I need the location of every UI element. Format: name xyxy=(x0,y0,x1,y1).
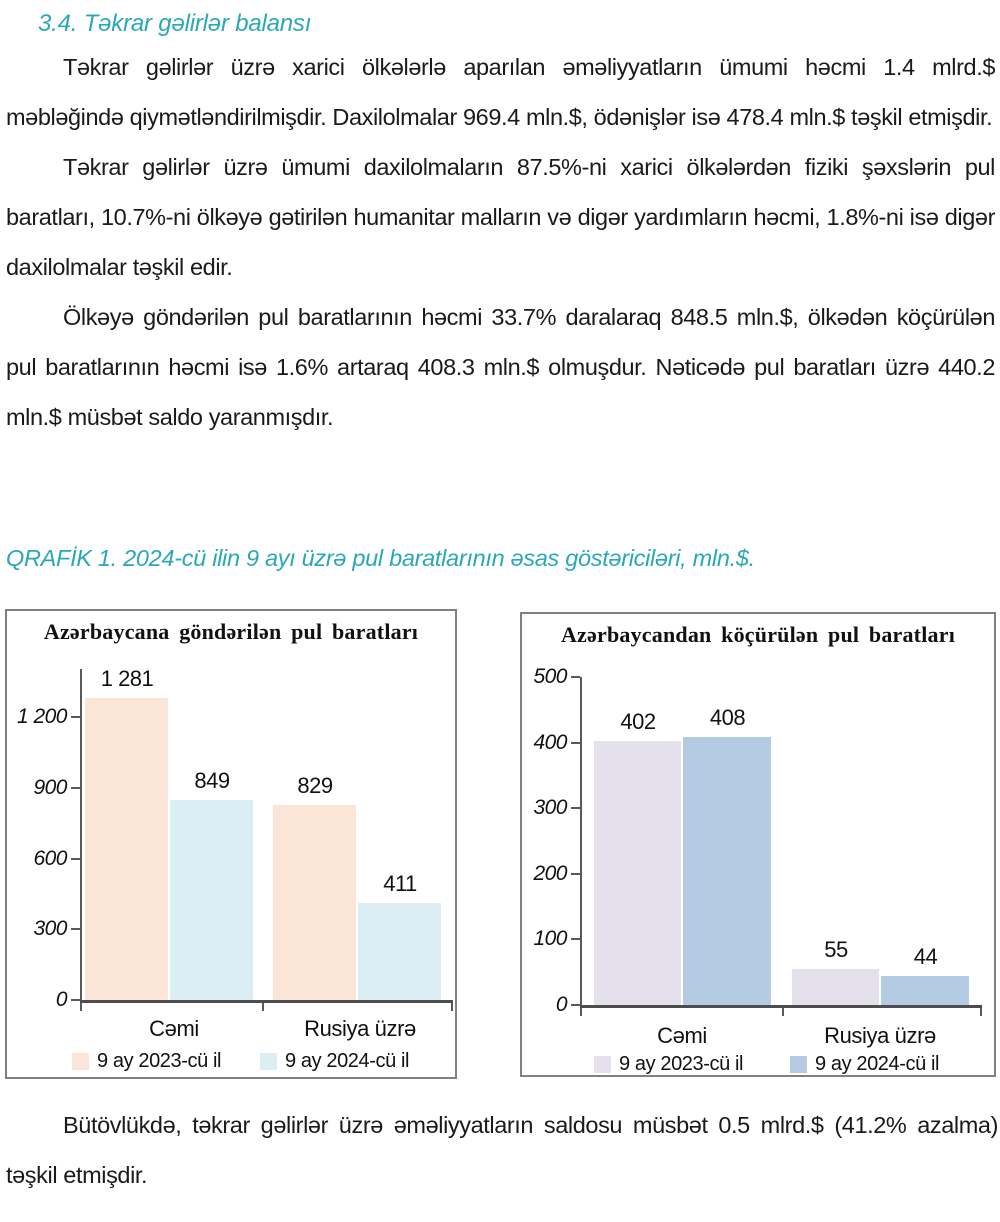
y-tick-label: 600 xyxy=(33,846,67,870)
body-paragraph: Təkrar gəlirlər üzrə xarici ölkələrlə ap… xyxy=(6,54,995,130)
y-axis-line xyxy=(80,669,82,1000)
closing-text-block: Bütövlükdə, təkrar gəlirlər üzrə əməliyy… xyxy=(6,1100,998,1200)
body-text-block: Təkrar gəlirlər üzrə xarici ölkələrlə ap… xyxy=(6,42,995,442)
bar xyxy=(273,804,356,1000)
category-label: Cəmi xyxy=(149,1016,199,1041)
y-tick-label: 200 xyxy=(533,861,567,885)
y-tick-label: 0 xyxy=(555,993,568,1016)
y-tick-mark xyxy=(71,928,80,931)
x-axis-line xyxy=(80,1000,453,1003)
legend-label: 9 ay 2023-cü il xyxy=(97,1050,222,1072)
y-tick-mark xyxy=(571,938,580,941)
body-paragraph: Ölkəyə göndərilən pul baratlarının həcmi… xyxy=(6,304,995,430)
body-paragraph: Təkrar gəlirlər üzrə ümumi daxilolmaları… xyxy=(6,154,995,280)
legend-swatch xyxy=(594,1056,611,1073)
y-tick-mark xyxy=(571,807,580,810)
bar xyxy=(170,799,253,1000)
bar xyxy=(594,741,681,1005)
y-tick-mark xyxy=(71,786,80,789)
y-tick-label: 900 xyxy=(33,775,67,799)
bar-value-label: 55 xyxy=(824,936,848,962)
legend-label: 9 ay 2023-cü il xyxy=(619,1053,744,1075)
y-tick-label: 400 xyxy=(533,730,567,754)
y-tick-mark xyxy=(71,716,80,719)
y-tick-label: 500 xyxy=(533,665,567,688)
chart-caption: QRAFİK 1. 2024-cü ilin 9 ayı üzrə pul ba… xyxy=(6,545,755,571)
y-tick-label: 1 200 xyxy=(16,705,68,729)
bar xyxy=(792,968,879,1005)
legend-swatch xyxy=(260,1053,277,1070)
x-tick-mark xyxy=(980,1008,982,1016)
y-tick-label: 300 xyxy=(33,917,67,941)
y-axis-line xyxy=(580,677,582,1005)
x-tick-mark xyxy=(580,1008,582,1016)
y-tick-label: 0 xyxy=(55,988,68,1011)
legend-label: 9 ay 2024-cü il xyxy=(815,1053,940,1075)
category-label: Rusiya üzrə xyxy=(824,1023,936,1048)
chart-remittances-from-azerbaijan: Azərbaycandan köçürülən pul baratları 0 1… xyxy=(520,612,996,1077)
y-tick-label: 100 xyxy=(533,927,567,951)
bar xyxy=(683,737,771,1005)
x-axis-line xyxy=(580,1005,982,1008)
bar xyxy=(85,698,168,1000)
y-tick-mark xyxy=(571,872,580,875)
bar-value-label: 849 xyxy=(194,767,230,793)
bar xyxy=(358,903,441,1000)
category-label: Cəmi xyxy=(657,1023,707,1048)
chart-remittances-to-azerbaijan: Azərbaycana göndərilən pul baratları 0 30… xyxy=(5,609,457,1079)
category-label: Rusiya üzrə xyxy=(304,1016,416,1041)
bar-value-label: 44 xyxy=(913,944,938,970)
chart-title: Azərbaycandan köçürülən pul baratları xyxy=(560,622,956,647)
y-tick-mark xyxy=(71,999,80,1001)
bar-value-label: 829 xyxy=(297,772,333,798)
y-tick-mark xyxy=(571,676,580,678)
legend-swatch xyxy=(72,1053,89,1070)
bar-value-label: 411 xyxy=(383,871,417,897)
section-heading: 3.4. Təkrar gəlirlər balansı xyxy=(38,10,312,37)
x-tick-mark xyxy=(80,1003,82,1011)
y-tick-label: 300 xyxy=(533,796,567,820)
legend-swatch xyxy=(790,1056,807,1073)
body-paragraph: Bütövlükdə, təkrar gəlirlər üzrə əməliyy… xyxy=(6,1112,998,1188)
x-tick-mark xyxy=(451,1003,453,1011)
y-tick-mark xyxy=(71,857,80,860)
x-tick-mark xyxy=(262,1003,264,1011)
chart-title: Azərbaycana göndərilən pul baratları xyxy=(43,619,419,644)
y-tick-mark xyxy=(571,1004,580,1006)
bar-value-label: 402 xyxy=(620,709,656,735)
y-tick-mark xyxy=(571,741,580,744)
bar-value-label: 1 281 xyxy=(100,666,154,692)
bar xyxy=(881,976,969,1005)
bar-value-label: 408 xyxy=(709,705,746,731)
legend-label: 9 ay 2024-cü il xyxy=(285,1050,410,1072)
x-tick-mark xyxy=(782,1008,784,1016)
